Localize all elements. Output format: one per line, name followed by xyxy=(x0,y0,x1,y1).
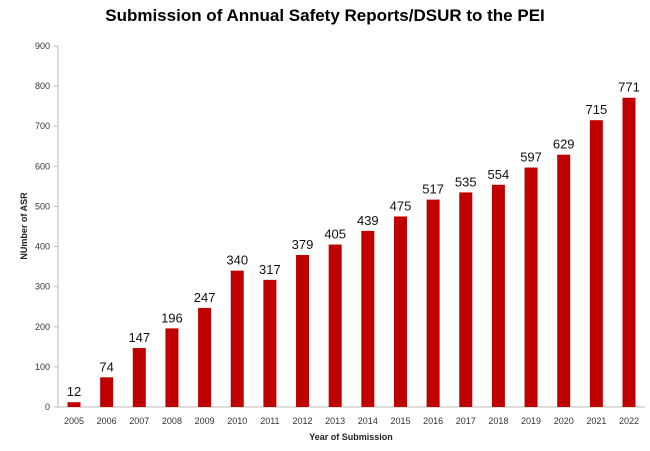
y-tick-label: 800 xyxy=(35,81,50,91)
x-tick-label: 2012 xyxy=(293,416,313,426)
x-tick-label: 2006 xyxy=(97,416,117,426)
data-label-2015: 475 xyxy=(390,198,412,213)
data-label-2014: 439 xyxy=(357,213,379,228)
data-label-2007: 147 xyxy=(128,330,150,345)
x-tick-label: 2008 xyxy=(162,416,182,426)
x-tick-label: 2007 xyxy=(129,416,149,426)
data-label-2008: 196 xyxy=(161,310,183,325)
y-tick-label: 200 xyxy=(35,322,50,332)
data-label-2018: 554 xyxy=(488,167,510,182)
x-tick-label: 2014 xyxy=(358,416,378,426)
data-label-2012: 379 xyxy=(292,237,314,252)
data-label-2006: 74 xyxy=(99,359,113,374)
y-tick-label: 500 xyxy=(35,201,50,211)
bar-2009 xyxy=(198,307,212,407)
y-tick-label: 400 xyxy=(35,242,50,252)
data-label-2019: 597 xyxy=(520,150,542,165)
bar-2011 xyxy=(263,279,277,407)
bar-2016 xyxy=(426,199,440,407)
data-label-2009: 247 xyxy=(194,290,216,305)
data-label-2010: 340 xyxy=(226,253,248,268)
y-tick-label: 100 xyxy=(35,362,50,372)
data-label-2020: 629 xyxy=(553,137,575,152)
data-label-2017: 535 xyxy=(455,174,477,189)
chart-title: Submission of Annual Safety Reports/DSUR… xyxy=(105,6,545,25)
bar-2018 xyxy=(491,184,505,407)
x-tick-label: 2017 xyxy=(456,416,476,426)
x-tick-label: 2015 xyxy=(390,416,410,426)
y-tick-label: 600 xyxy=(35,161,50,171)
y-tick-label: 0 xyxy=(45,402,50,412)
data-label-2022: 771 xyxy=(618,80,640,95)
bar-2005 xyxy=(67,402,81,407)
x-tick-label: 2011 xyxy=(260,416,279,426)
bar-2013 xyxy=(328,244,342,407)
bar-2022 xyxy=(622,97,636,407)
x-tick-label: 2016 xyxy=(423,416,443,426)
bar-2019 xyxy=(524,167,538,407)
x-tick-label: 2013 xyxy=(325,416,345,426)
x-tick-label: 2020 xyxy=(554,416,574,426)
x-tick-label: 2019 xyxy=(521,416,541,426)
x-axis-label: Year of Submission xyxy=(309,432,393,442)
data-label-2021: 715 xyxy=(586,102,608,117)
bar-2010 xyxy=(230,270,244,407)
data-label-2005: 12 xyxy=(67,384,81,399)
bar-2006 xyxy=(100,377,114,407)
bar-2012 xyxy=(296,254,310,407)
x-tick-label: 2021 xyxy=(586,416,606,426)
x-tick-label: 2005 xyxy=(64,416,84,426)
data-label-2013: 405 xyxy=(324,227,346,242)
x-tick-label: 2010 xyxy=(227,416,247,426)
bar-2020 xyxy=(557,154,571,407)
x-tick-label: 2018 xyxy=(488,416,508,426)
bar-2007 xyxy=(132,348,146,407)
data-label-2011: 317 xyxy=(259,262,281,277)
bar-2017 xyxy=(459,192,473,407)
x-tick-label: 2022 xyxy=(619,416,639,426)
y-tick-label: 900 xyxy=(35,41,50,51)
bar-2014 xyxy=(361,230,375,407)
y-axis-label: NUmber of ASR xyxy=(19,192,29,260)
y-tick-label: 700 xyxy=(35,121,50,131)
bar-2021 xyxy=(589,120,603,407)
x-tick-label: 2009 xyxy=(195,416,215,426)
data-label-2016: 517 xyxy=(422,182,444,197)
bar-2015 xyxy=(393,216,407,407)
bar-2008 xyxy=(165,328,179,407)
y-tick-label: 300 xyxy=(35,282,50,292)
